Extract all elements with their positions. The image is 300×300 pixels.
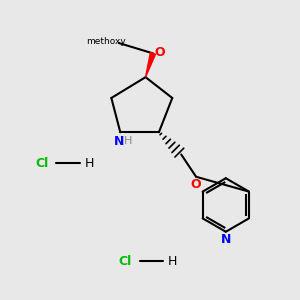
- Polygon shape: [146, 52, 155, 77]
- Text: H: H: [124, 136, 132, 146]
- Text: H: H: [84, 157, 94, 170]
- Text: methoxy: methoxy: [86, 37, 126, 46]
- Text: H: H: [168, 255, 177, 268]
- Text: O: O: [154, 46, 165, 59]
- Text: Cl: Cl: [35, 157, 48, 170]
- Text: N: N: [220, 233, 231, 246]
- Text: N: N: [114, 135, 124, 148]
- Text: O: O: [191, 178, 201, 191]
- Text: Cl: Cl: [118, 255, 131, 268]
